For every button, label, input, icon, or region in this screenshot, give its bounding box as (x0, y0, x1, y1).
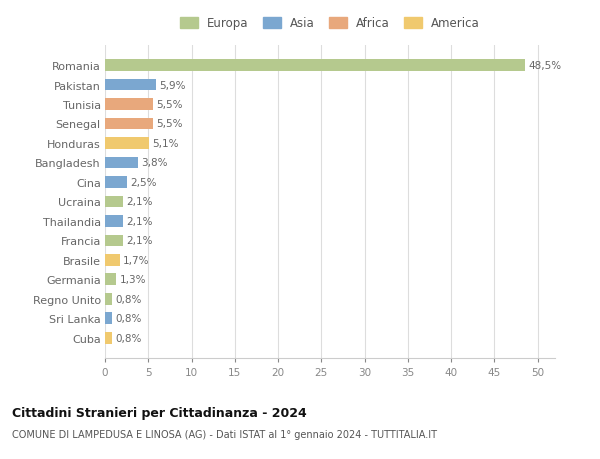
Text: 0,8%: 0,8% (115, 333, 142, 343)
Bar (105, 216, 123, 227)
Bar (105, 60, 525, 72)
Text: Cittadini Stranieri per Cittadinanza - 2024: Cittadini Stranieri per Cittadinanza - 2… (12, 406, 307, 419)
Bar (105, 138, 149, 150)
Text: 2,5%: 2,5% (130, 178, 157, 188)
Bar (105, 254, 120, 266)
Text: 48,5%: 48,5% (528, 61, 561, 71)
Text: 5,1%: 5,1% (152, 139, 179, 149)
Bar (105, 157, 138, 169)
Text: 5,5%: 5,5% (156, 100, 182, 110)
Text: 2,1%: 2,1% (127, 197, 153, 207)
Bar (105, 118, 152, 130)
Bar (105, 99, 152, 111)
Text: 2,1%: 2,1% (127, 236, 153, 246)
Text: 1,3%: 1,3% (120, 274, 146, 285)
Text: 0,8%: 0,8% (115, 313, 142, 324)
Text: COMUNE DI LAMPEDUSA E LINOSA (AG) - Dati ISTAT al 1° gennaio 2024 - TUTTITALIA.I: COMUNE DI LAMPEDUSA E LINOSA (AG) - Dati… (12, 429, 437, 439)
Legend: Europa, Asia, Africa, America: Europa, Asia, Africa, America (176, 14, 484, 34)
Text: 3,8%: 3,8% (142, 158, 168, 168)
Text: 5,5%: 5,5% (156, 119, 182, 129)
Bar (105, 274, 116, 285)
Bar (105, 196, 123, 208)
Bar (105, 313, 112, 325)
Bar (105, 332, 112, 344)
Text: 2,1%: 2,1% (127, 216, 153, 226)
Text: 0,8%: 0,8% (115, 294, 142, 304)
Bar (105, 79, 156, 91)
Bar (105, 177, 127, 188)
Bar (105, 293, 112, 305)
Text: 1,7%: 1,7% (123, 255, 149, 265)
Text: 5,9%: 5,9% (160, 80, 186, 90)
Bar (105, 235, 123, 246)
